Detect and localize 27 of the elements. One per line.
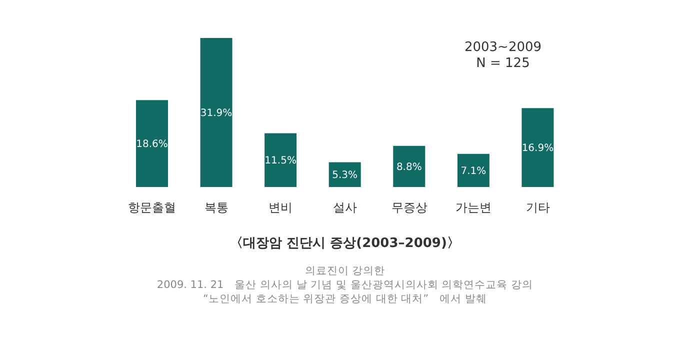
data-label: 5.3% bbox=[332, 170, 358, 182]
text: 〈대장암 진단시 증상(2003–2009)〉 bbox=[229, 235, 461, 252]
x-tick-label: 항문출혈 bbox=[128, 200, 176, 215]
bar bbox=[393, 146, 426, 187]
bar bbox=[200, 38, 232, 187]
data-label: 31.9% bbox=[200, 108, 232, 120]
data-label: 18.6% bbox=[136, 139, 168, 150]
data-label: 8.8% bbox=[396, 162, 422, 173]
bar bbox=[522, 108, 554, 187]
x-tick-label: 설사 bbox=[333, 200, 357, 215]
annotation: 2003~2009 bbox=[463, 40, 543, 56]
data-label: 11.5% bbox=[264, 156, 296, 167]
bar bbox=[136, 100, 168, 187]
text: “노인에서 호소하는 위장관 증상에 대한 대처” 에서 발췌 bbox=[202, 292, 488, 306]
data-label: 7.1% bbox=[460, 166, 486, 177]
bar bbox=[264, 133, 297, 187]
annotation: N = 125 bbox=[475, 56, 531, 72]
text: 의료진이 강의한 bbox=[304, 264, 386, 278]
x-tick-label: 가는변 bbox=[456, 200, 492, 215]
bar bbox=[328, 162, 361, 187]
x-tick-label: 기타 bbox=[526, 200, 550, 215]
data-label: 16.9% bbox=[522, 143, 554, 154]
text: 2009. 11. 21 울산 의사의 날 기념 및 울산광역시의사회 의학연수교육 강의 bbox=[156, 278, 534, 292]
x-tick-label: 변비 bbox=[268, 200, 293, 215]
bar bbox=[457, 154, 490, 187]
x-tick-label: 복통 bbox=[204, 200, 228, 215]
x-tick-label: 무증상 bbox=[391, 200, 428, 215]
